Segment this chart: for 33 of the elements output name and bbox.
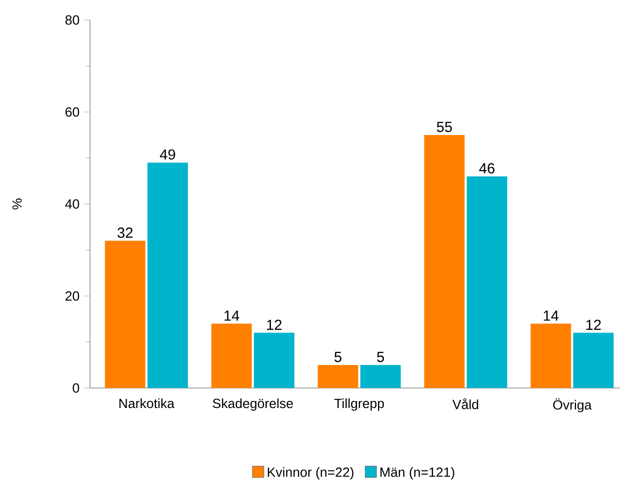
x-tick-label: Våld xyxy=(452,398,478,410)
bar xyxy=(573,332,614,388)
bar xyxy=(254,332,294,388)
data-label: 32 xyxy=(118,228,133,238)
legend-label: Män (n=121) xyxy=(380,467,454,480)
x-tick-label: Skadegörelse xyxy=(212,398,293,411)
legend-label: Kvinnor (n=22) xyxy=(268,467,354,480)
data-label: 55 xyxy=(436,122,452,132)
data-label: 14 xyxy=(224,310,240,321)
x-tick-label: Tillgrepp xyxy=(334,398,384,411)
bar xyxy=(147,162,188,388)
y-tick-label: 80 xyxy=(65,15,80,25)
bar xyxy=(424,135,465,388)
data-label: 5 xyxy=(334,352,342,362)
x-tick-label: Narkotika xyxy=(119,398,174,408)
y-tick-label: 60 xyxy=(66,107,80,117)
bar xyxy=(530,324,572,388)
bar xyxy=(104,240,146,388)
bar xyxy=(360,365,401,388)
data-label: 49 xyxy=(160,149,176,160)
bar xyxy=(466,176,508,388)
bar xyxy=(318,365,358,388)
data-label: 5 xyxy=(377,352,384,362)
data-label: 12 xyxy=(267,320,282,330)
bar xyxy=(211,324,252,388)
data-label: 46 xyxy=(479,163,494,174)
y-tick-label: 0 xyxy=(72,383,80,393)
y-tick-label: 40 xyxy=(65,199,80,209)
data-label: 14 xyxy=(544,310,559,321)
data-label: 12 xyxy=(586,320,601,330)
y-axis-title: % xyxy=(12,198,22,210)
y-tick-label: 20 xyxy=(66,291,80,301)
x-tick-label: Övriga xyxy=(553,398,592,412)
